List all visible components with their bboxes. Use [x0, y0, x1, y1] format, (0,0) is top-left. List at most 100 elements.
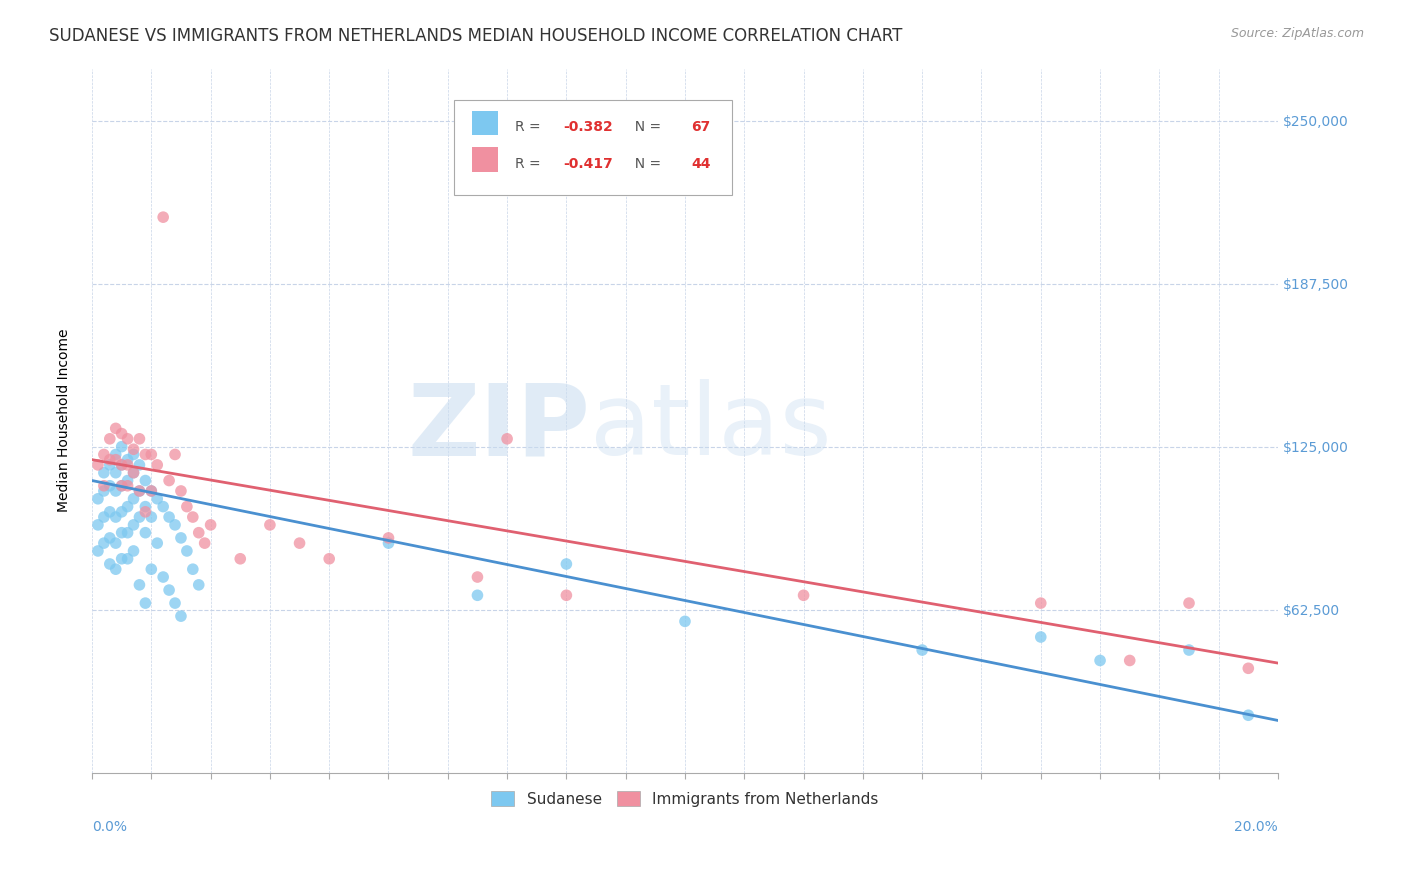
Point — [176, 500, 198, 514]
Point — [98, 432, 121, 446]
Point — [104, 483, 127, 498]
Point — [141, 483, 163, 498]
Point — [87, 544, 110, 558]
Point — [128, 510, 150, 524]
Point — [911, 643, 934, 657]
Point — [170, 483, 193, 498]
Point — [467, 588, 489, 602]
Point — [104, 562, 127, 576]
Legend: Sudanese, Immigrants from Netherlands: Sudanese, Immigrants from Netherlands — [484, 783, 886, 814]
Point — [1237, 708, 1260, 723]
Point — [187, 525, 209, 540]
Point — [128, 458, 150, 472]
Point — [377, 536, 399, 550]
Point — [93, 510, 115, 524]
Point — [259, 517, 281, 532]
Point — [200, 517, 222, 532]
Point — [134, 505, 156, 519]
Point — [141, 510, 163, 524]
Point — [170, 531, 193, 545]
Point — [157, 474, 180, 488]
Point — [122, 447, 145, 461]
Point — [98, 452, 121, 467]
Point — [181, 510, 204, 524]
Point — [98, 531, 121, 545]
Text: atlas: atlas — [591, 379, 832, 476]
Point — [134, 500, 156, 514]
Point — [98, 479, 121, 493]
Text: 67: 67 — [690, 120, 710, 134]
Point — [134, 596, 156, 610]
Point — [318, 551, 340, 566]
Point — [128, 483, 150, 498]
Point — [111, 426, 134, 441]
Point — [170, 609, 193, 624]
Point — [1178, 596, 1201, 610]
Point — [157, 583, 180, 598]
Text: ZIP: ZIP — [408, 379, 591, 476]
Text: -0.382: -0.382 — [562, 120, 613, 134]
Point — [111, 479, 134, 493]
Point — [104, 421, 127, 435]
Point — [163, 596, 186, 610]
Point — [122, 466, 145, 480]
Text: Source: ZipAtlas.com: Source: ZipAtlas.com — [1230, 27, 1364, 40]
Point — [111, 458, 134, 472]
Point — [104, 536, 127, 550]
Point — [1118, 653, 1140, 667]
Point — [467, 570, 489, 584]
Point — [146, 491, 169, 506]
Point — [288, 536, 311, 550]
Point — [141, 483, 163, 498]
Point — [229, 551, 252, 566]
Point — [555, 557, 578, 571]
Point — [111, 458, 134, 472]
Text: SUDANESE VS IMMIGRANTS FROM NETHERLANDS MEDIAN HOUSEHOLD INCOME CORRELATION CHAR: SUDANESE VS IMMIGRANTS FROM NETHERLANDS … — [49, 27, 903, 45]
Point — [128, 483, 150, 498]
Point — [117, 500, 139, 514]
Point — [1237, 661, 1260, 675]
Point — [163, 517, 186, 532]
Point — [111, 525, 134, 540]
Point — [111, 551, 134, 566]
Text: 20.0%: 20.0% — [1234, 820, 1278, 833]
Point — [141, 447, 163, 461]
Point — [104, 510, 127, 524]
Point — [141, 562, 163, 576]
Point — [104, 447, 127, 461]
Point — [163, 447, 186, 461]
Point — [146, 458, 169, 472]
Point — [134, 525, 156, 540]
Point — [187, 578, 209, 592]
Point — [98, 458, 121, 472]
Point — [673, 615, 696, 629]
Point — [176, 544, 198, 558]
Point — [111, 440, 134, 454]
Point — [1178, 643, 1201, 657]
Point — [152, 570, 174, 584]
FancyBboxPatch shape — [454, 100, 733, 195]
Point — [104, 452, 127, 467]
Point — [122, 491, 145, 506]
Point — [555, 588, 578, 602]
Text: -0.417: -0.417 — [562, 157, 613, 170]
Point — [87, 517, 110, 532]
Point — [122, 466, 145, 480]
FancyBboxPatch shape — [471, 111, 498, 136]
Point — [117, 452, 139, 467]
Point — [87, 458, 110, 472]
FancyBboxPatch shape — [471, 147, 498, 172]
Point — [134, 447, 156, 461]
Point — [122, 442, 145, 457]
Text: N =: N = — [626, 120, 665, 134]
Point — [93, 536, 115, 550]
Point — [1029, 630, 1052, 644]
Point — [152, 500, 174, 514]
Point — [93, 466, 115, 480]
Point — [181, 562, 204, 576]
Point — [128, 578, 150, 592]
Point — [111, 505, 134, 519]
Point — [793, 588, 815, 602]
Point — [377, 531, 399, 545]
Text: 0.0%: 0.0% — [91, 820, 127, 833]
